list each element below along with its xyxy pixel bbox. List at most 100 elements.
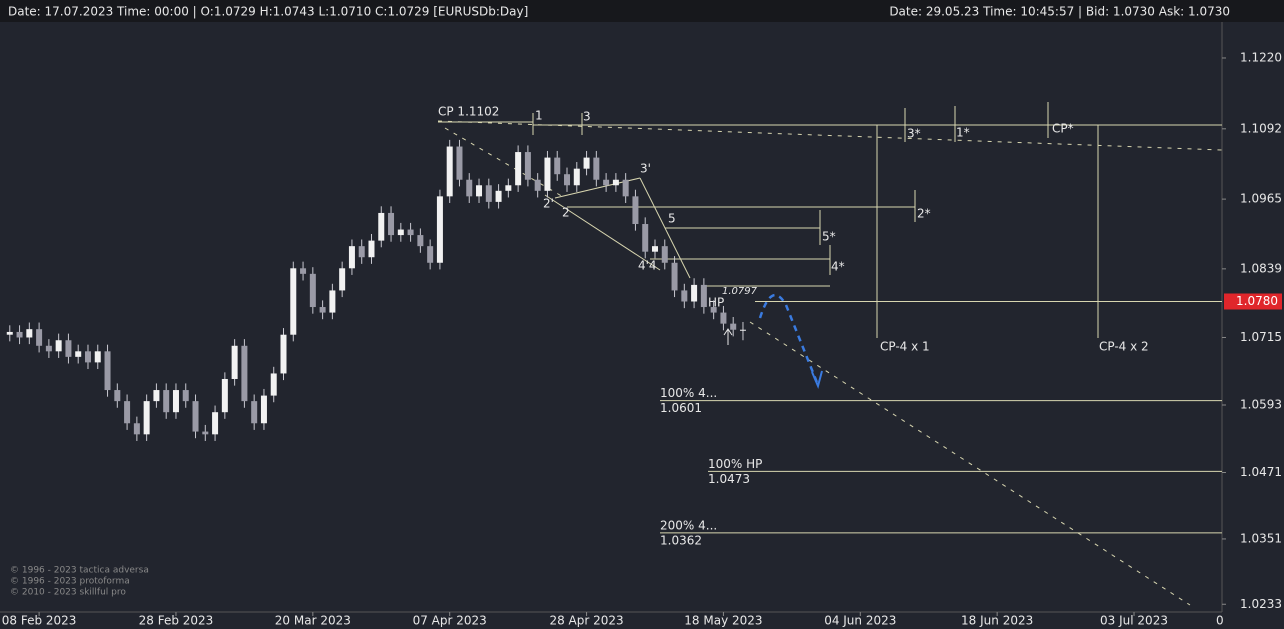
candle-body bbox=[446, 146, 453, 197]
candle-body bbox=[505, 185, 512, 191]
annotation: 2* bbox=[917, 207, 931, 221]
level-label: 100% 4... bbox=[660, 386, 717, 400]
candle-body bbox=[75, 351, 82, 357]
x-tick-label: 03 Jul 2023 bbox=[1100, 614, 1168, 628]
candle-body bbox=[700, 284, 707, 308]
annotation: 2' bbox=[543, 197, 554, 211]
candle-body bbox=[94, 351, 101, 363]
level-label: 100% HP bbox=[708, 457, 762, 471]
annotation: CP-4 x 1 bbox=[880, 340, 930, 354]
candle-body bbox=[202, 431, 209, 435]
candle-body bbox=[280, 334, 287, 374]
candle-body bbox=[163, 390, 170, 413]
candle-body bbox=[319, 307, 326, 313]
annotation: 1.0797 bbox=[722, 286, 758, 297]
candle-body bbox=[104, 351, 111, 391]
candle-body bbox=[241, 345, 248, 402]
candle-body bbox=[16, 331, 23, 338]
annotation: HP bbox=[708, 296, 724, 310]
candle-body bbox=[476, 185, 483, 197]
candle-body bbox=[290, 268, 297, 335]
candle-body bbox=[172, 390, 179, 413]
annotation: 3 bbox=[583, 110, 591, 124]
annotation: 1* bbox=[956, 126, 970, 140]
annotation: 5 bbox=[668, 212, 676, 226]
annotation: CP 1.1102 bbox=[438, 105, 499, 119]
level-value: 1.0601 bbox=[660, 401, 702, 415]
candle-body bbox=[573, 168, 580, 186]
x-tick-label: 28 Apr 2023 bbox=[549, 614, 623, 628]
candle-body bbox=[485, 185, 492, 202]
candle-body bbox=[681, 290, 688, 302]
candle-body bbox=[691, 284, 698, 302]
candle-body bbox=[671, 262, 678, 291]
candle-body bbox=[329, 290, 336, 313]
y-tick-label: 1.0593 bbox=[1240, 398, 1282, 412]
candle-body bbox=[544, 157, 551, 191]
candle-body bbox=[720, 312, 727, 324]
candle-body bbox=[407, 229, 414, 236]
candle-body bbox=[124, 401, 131, 424]
candle-body bbox=[26, 329, 33, 338]
candle-body bbox=[378, 212, 385, 241]
candle-body bbox=[632, 196, 639, 225]
header-bar bbox=[0, 0, 1284, 22]
candle-body bbox=[339, 268, 346, 291]
y-tick-label: 1.1220 bbox=[1240, 50, 1282, 64]
candle-body bbox=[730, 323, 737, 330]
x-tick-label: 28 Feb 2023 bbox=[139, 614, 214, 628]
candle-body bbox=[564, 174, 571, 186]
x-tick-label: 04 Jun 2023 bbox=[824, 614, 896, 628]
candle-body bbox=[114, 390, 121, 402]
y-tick-label: 1.0233 bbox=[1240, 597, 1282, 611]
candle-body bbox=[417, 235, 424, 247]
candle-body bbox=[6, 331, 13, 335]
copyright: © 1996 - 2023 protoforma bbox=[10, 577, 130, 587]
level-label: 200% 4... bbox=[660, 518, 717, 532]
annotation: 3* bbox=[907, 127, 921, 141]
candle-body bbox=[397, 229, 404, 236]
x-tick-label: 18 Jun 2023 bbox=[961, 614, 1033, 628]
candle-body bbox=[603, 179, 610, 186]
annotation: CP-4 x 2 bbox=[1099, 340, 1149, 354]
candle-body bbox=[427, 246, 434, 263]
y-tick-label: 1.0351 bbox=[1240, 531, 1282, 545]
candle-body bbox=[495, 190, 502, 202]
annotation: 5* bbox=[822, 230, 836, 244]
candle-body bbox=[456, 146, 463, 180]
annotation: CP* bbox=[1052, 122, 1074, 136]
candle-body bbox=[143, 401, 150, 435]
candle-body bbox=[642, 224, 649, 252]
level-value: 1.0473 bbox=[708, 472, 750, 486]
candle-body bbox=[348, 246, 355, 269]
annotation: 1 bbox=[535, 109, 543, 123]
candle-body bbox=[309, 273, 316, 308]
candle-body bbox=[739, 329, 746, 331]
header-right: Date: 29.05.23 Time: 10:45:57 | Bid: 1.0… bbox=[889, 5, 1230, 19]
candle-body bbox=[231, 345, 238, 379]
candle-body bbox=[300, 268, 307, 274]
candle-body bbox=[612, 179, 619, 186]
candle-body bbox=[84, 351, 91, 363]
candle-body bbox=[192, 401, 199, 432]
y-tick-label: 1.0965 bbox=[1240, 192, 1282, 206]
x-tick-label: 08 Feb 2023 bbox=[2, 614, 77, 628]
candle-body bbox=[388, 212, 395, 236]
y-tick-label: 1.0839 bbox=[1240, 261, 1282, 275]
candle-body bbox=[583, 157, 590, 169]
candle-body bbox=[260, 395, 267, 424]
candle-body bbox=[651, 246, 658, 252]
header-left: Date: 17.07.2023 Time: 00:00 | O:1.0729 … bbox=[8, 5, 528, 19]
candle-body bbox=[466, 179, 473, 197]
copyright: © 1996 - 2023 tactica adversa bbox=[10, 566, 149, 576]
annotation: 4'4 bbox=[638, 259, 657, 273]
candle-body bbox=[212, 412, 219, 435]
candle-body bbox=[593, 157, 600, 180]
candle-body bbox=[55, 340, 62, 352]
candle-body bbox=[182, 390, 189, 402]
x-tick-label: 20 Mar 2023 bbox=[275, 614, 351, 628]
candle-body bbox=[524, 152, 531, 180]
candle-body bbox=[554, 157, 561, 175]
y-tick-label: 1.1092 bbox=[1240, 121, 1282, 135]
